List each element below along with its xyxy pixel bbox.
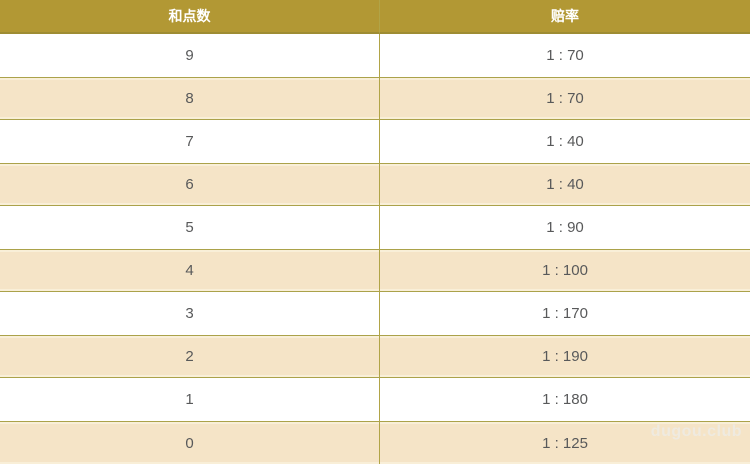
odds-cell: 1 : 70 <box>380 34 750 77</box>
table-row: 5 1 : 90 <box>0 206 750 249</box>
odds-cell: 1 : 170 <box>380 292 750 335</box>
odds-cell: 1 : 180 <box>380 378 750 421</box>
point-cell: 8 <box>0 77 380 120</box>
odds-cell: 1 : 125 <box>380 421 750 464</box>
point-cell: 5 <box>0 206 380 249</box>
table-row: 0 1 : 125 <box>0 421 750 464</box>
point-cell: 1 <box>0 378 380 421</box>
odds-cell: 1 : 40 <box>380 163 750 206</box>
table-row: 8 1 : 70 <box>0 77 750 120</box>
table-row: 1 1 : 180 <box>0 378 750 421</box>
column-header-odds: 赔率 <box>380 0 750 34</box>
odds-cell: 1 : 100 <box>380 249 750 292</box>
column-header-points: 和点数 <box>0 0 380 34</box>
table-row: 2 1 : 190 <box>0 335 750 378</box>
point-cell: 4 <box>0 249 380 292</box>
table-row: 7 1 : 40 <box>0 120 750 163</box>
odds-cell: 1 : 90 <box>380 206 750 249</box>
table-row: 4 1 : 100 <box>0 249 750 292</box>
point-cell: 0 <box>0 421 380 464</box>
odds-cell: 1 : 40 <box>380 120 750 163</box>
header-row: 和点数 赔率 <box>0 0 750 34</box>
point-cell: 3 <box>0 292 380 335</box>
odds-cell: 1 : 190 <box>380 335 750 378</box>
point-cell: 2 <box>0 335 380 378</box>
point-cell: 7 <box>0 120 380 163</box>
table-body: 9 1 : 70 8 1 : 70 7 1 : 40 6 1 : 40 5 1 … <box>0 34 750 464</box>
table-header: 和点数 赔率 <box>0 0 750 34</box>
table-row: 9 1 : 70 <box>0 34 750 77</box>
point-cell: 9 <box>0 34 380 77</box>
table-row: 3 1 : 170 <box>0 292 750 335</box>
table-row: 6 1 : 40 <box>0 163 750 206</box>
point-cell: 6 <box>0 163 380 206</box>
odds-cell: 1 : 70 <box>380 77 750 120</box>
